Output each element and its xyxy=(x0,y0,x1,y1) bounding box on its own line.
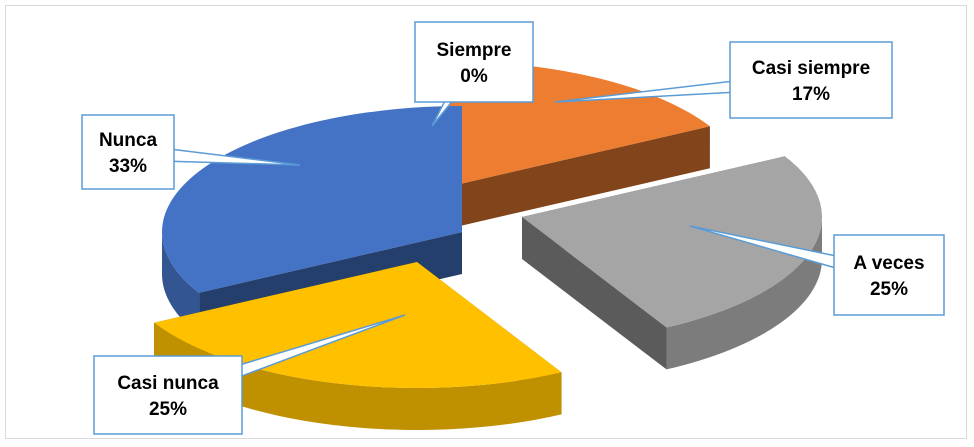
data-label-category: Casi nunca xyxy=(117,373,219,394)
data-label-percent: 33% xyxy=(109,156,147,177)
data-label-category: Casi siempre xyxy=(752,58,870,79)
data-label-category: Siempre xyxy=(437,40,512,61)
callout-a-veces: A veces 25% xyxy=(689,225,945,316)
data-label-percent: 0% xyxy=(460,66,488,87)
pie-slices xyxy=(154,61,822,431)
callout-nunca: Nunca 33% xyxy=(81,114,301,190)
data-label-category: A veces xyxy=(853,253,924,274)
callout-siempre: Siempre 0% xyxy=(414,21,534,127)
data-label-percent: 25% xyxy=(149,399,187,420)
slice-casi-nunca xyxy=(154,262,562,431)
data-label-category: Nunca xyxy=(99,130,158,151)
data-label-percent: 17% xyxy=(792,84,830,105)
data-label-percent: 25% xyxy=(870,279,908,300)
callout-casi-nunca: Casi nunca 25% xyxy=(93,314,406,435)
callout-casi-siempre: Casi siempre 17% xyxy=(554,41,893,119)
slice-a-veces xyxy=(522,156,822,370)
